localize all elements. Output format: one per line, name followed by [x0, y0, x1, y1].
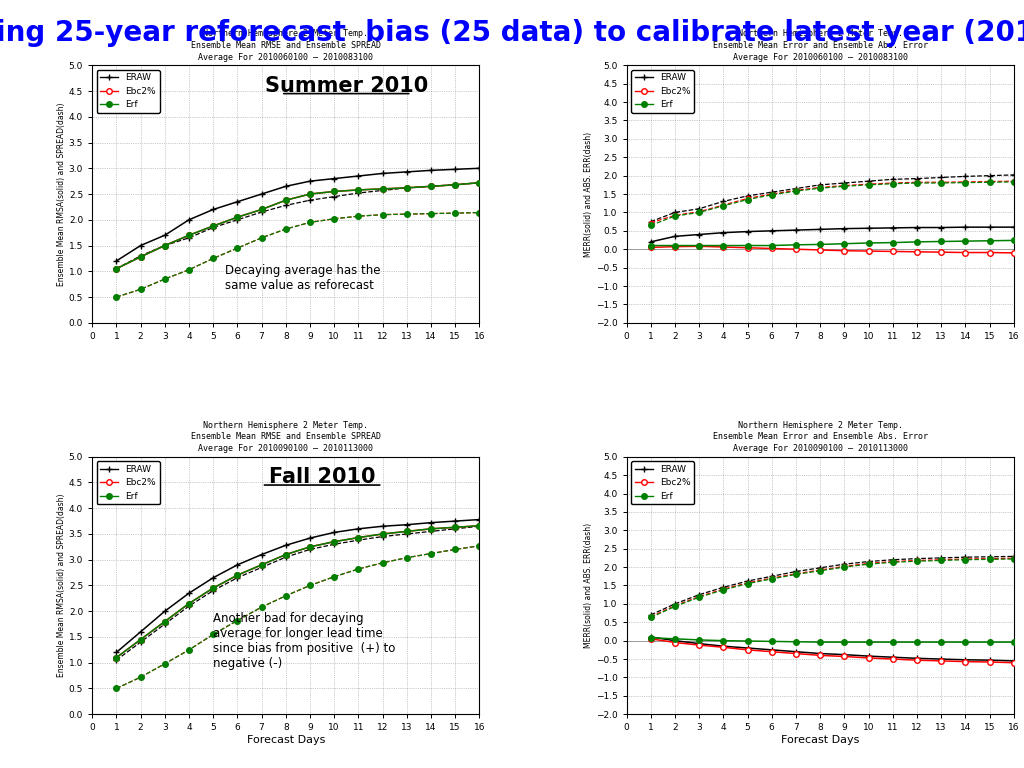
- X-axis label: Forecast Days: Forecast Days: [781, 735, 859, 745]
- Legend: ERAW, Ebc2%, Erf: ERAW, Ebc2%, Erf: [631, 462, 694, 505]
- Title: Northern Hemisphere 2 Meter Temp.
Ensemble Mean Error and Ensemble Abs. Error
Av: Northern Hemisphere 2 Meter Temp. Ensemb…: [713, 421, 928, 453]
- Title: Northern Hemisphere 2 Meter Temp.
Ensemble Mean RMSE and Ensemble SPREAD
Average: Northern Hemisphere 2 Meter Temp. Ensemb…: [190, 421, 381, 453]
- Legend: ERAW, Ebc2%, Erf: ERAW, Ebc2%, Erf: [96, 462, 160, 505]
- Y-axis label: MERR(solid) and ABS. ERR(dash): MERR(solid) and ABS. ERR(dash): [584, 131, 593, 257]
- Text: Decaying average has the
same value as reforecast: Decaying average has the same value as r…: [225, 264, 381, 292]
- Title: Northern Hemisphere 2 Meter Temp.
Ensemble Mean Error and Ensemble Abs. Error
Av: Northern Hemisphere 2 Meter Temp. Ensemb…: [713, 29, 928, 61]
- Text: Using 25-year reforecast  bias (25 data) to calibrate latest year (2010): Using 25-year reforecast bias (25 data) …: [0, 19, 1024, 47]
- X-axis label: Forecast Days: Forecast Days: [247, 735, 325, 745]
- Y-axis label: Ensemble Mean RMSA(solid) and SPREAD(dash): Ensemble Mean RMSA(solid) and SPREAD(das…: [57, 102, 66, 286]
- Text: Fall 2010: Fall 2010: [269, 467, 376, 487]
- Legend: ERAW, Ebc2%, Erf: ERAW, Ebc2%, Erf: [631, 70, 694, 113]
- Text: Summer 2010: Summer 2010: [264, 75, 428, 95]
- Y-axis label: Ensemble Mean RMSA(solid) and SPREAD(dash): Ensemble Mean RMSA(solid) and SPREAD(das…: [57, 494, 66, 677]
- Legend: ERAW, Ebc2%, Erf: ERAW, Ebc2%, Erf: [96, 70, 160, 113]
- Title: Northern Hemisphere 2 Meter Temp.
Ensemble Mean RMSE and Ensemble SPREAD
Average: Northern Hemisphere 2 Meter Temp. Ensemb…: [190, 29, 381, 61]
- Text: Another bad for decaying
average for longer lead time
since bias from positive  : Another bad for decaying average for lon…: [213, 612, 395, 670]
- Y-axis label: MERR(solid) and ABS. ERR(dash): MERR(solid) and ABS. ERR(dash): [584, 523, 593, 648]
